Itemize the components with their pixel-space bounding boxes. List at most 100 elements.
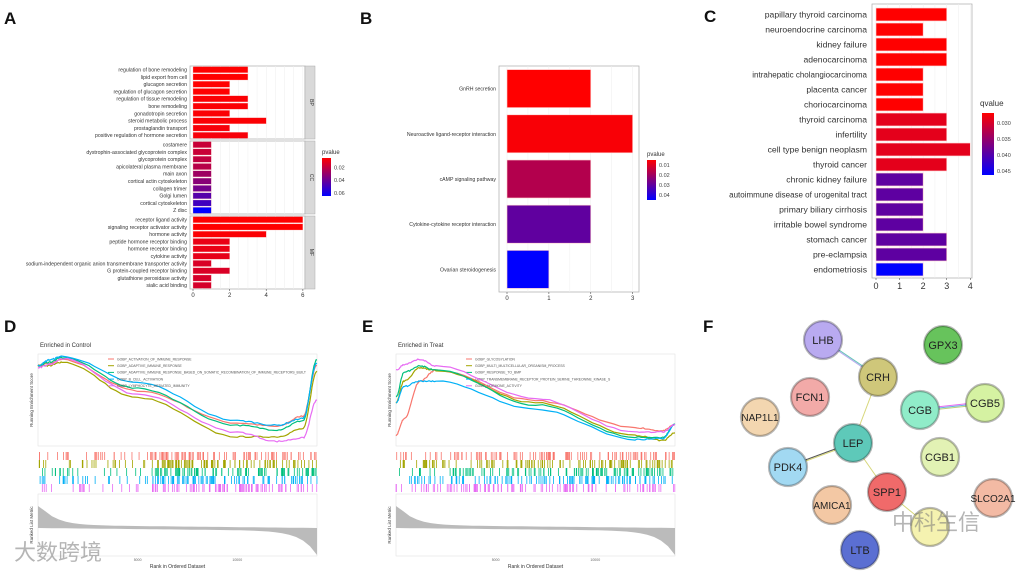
metric-area-positive — [38, 506, 317, 528]
metric-area-positive — [396, 506, 675, 528]
legend-tick-label: 0.035 — [997, 137, 1011, 143]
facet-strip-label: BP — [308, 99, 314, 106]
bar — [192, 252, 230, 260]
network-node — [919, 436, 961, 478]
category-label: thyroid cancer — [813, 160, 867, 170]
legend-label: GOBP_TRANSMEMBRANE_RECEPTOR_PROTEIN_SERI… — [475, 377, 611, 381]
es-curve — [37, 356, 318, 432]
bar — [875, 112, 948, 127]
plot-title: Enriched in Control — [40, 343, 91, 349]
legend-title: pvalue — [647, 152, 665, 158]
category-label: regulation of bone remodeling — [118, 67, 187, 73]
category-label: thyroid carcinoma — [799, 115, 867, 125]
legend-label: GOBP_ACTIVATION_OF_IMMUNE_RESPONSE — [117, 357, 192, 361]
category-label: positive regulation of hormone secretion — [95, 133, 187, 139]
category-label: collagen trimer — [153, 186, 187, 192]
bar — [192, 73, 249, 81]
bar — [875, 232, 948, 247]
bar — [192, 274, 212, 282]
legend-label: GOBP_GLYCOSYLATION — [475, 357, 515, 361]
category-label: intrahepatic cholangiocarcinoma — [752, 71, 867, 80]
network-node — [964, 382, 1006, 424]
panel-label-e: E — [362, 317, 373, 336]
legend-tick-label: 0.02 — [659, 173, 670, 179]
legend-label: GOBP_RESPONSE_TO_BMP — [475, 371, 522, 375]
x-axis-label: Rank in Ordered Dataset — [150, 564, 206, 570]
es-curve — [37, 355, 318, 427]
bar — [875, 52, 948, 67]
network-node-label: LTB — [850, 545, 869, 557]
x-tick-label: 2 — [921, 281, 926, 291]
x-tick-label: 5000 — [492, 558, 500, 562]
es-curve — [395, 364, 676, 439]
ppi-network: LHB GPX3 CRH FCN1 CGB5 CGB NAP1L1 LEP CGB1 PDK4 SP… — [739, 319, 1016, 571]
bar — [192, 207, 212, 214]
network-node-label: NAP1L1 — [741, 413, 779, 424]
bar — [192, 260, 212, 267]
category-label: regulation of glucagon secretion — [113, 89, 187, 95]
category-label: Cytokine-cytokine receptor interaction — [409, 222, 496, 228]
category-label: glucagon secretion — [143, 82, 187, 88]
network-node-label: AMICA1 — [813, 501, 851, 512]
bar — [875, 247, 948, 262]
bar — [875, 142, 971, 157]
x-tick-label: 3 — [631, 296, 635, 302]
es-curve — [395, 358, 676, 434]
network-node — [789, 376, 831, 418]
legend-tick-label: 0.02 — [334, 166, 345, 172]
network-node-label: LHB — [812, 335, 833, 347]
x-tick-label: 4 — [968, 281, 973, 291]
category-label: hormone receptor binding — [128, 247, 187, 253]
category-label: primary biliary cirrhosis — [779, 205, 867, 215]
bar — [506, 69, 592, 108]
category-label: sodium-independent organic anion transme… — [26, 261, 188, 267]
legend-tick-label: 0.030 — [997, 121, 1011, 127]
category-label: pre-eclampsia — [813, 250, 867, 260]
metric-area-negative — [396, 528, 675, 555]
bar — [192, 216, 303, 223]
bar — [192, 81, 230, 88]
es-curve — [395, 380, 676, 441]
x-tick-label: 6 — [301, 293, 305, 299]
category-label: sialic acid binding — [146, 283, 187, 289]
category-label: signaling receptor activator activity — [108, 225, 188, 231]
category-label: G protein-coupled receptor binding — [107, 269, 187, 275]
category-label: Ovarian steroidogenesis — [440, 267, 496, 273]
network-node — [972, 477, 1014, 519]
bar — [192, 156, 212, 163]
x-tick-label: 0 — [191, 293, 195, 299]
network-node — [767, 446, 809, 488]
network-node — [811, 484, 853, 526]
category-label: Z disc — [173, 208, 187, 214]
category-label: placenta cancer — [806, 85, 867, 95]
panel-label-f: F — [703, 317, 713, 336]
legend-colorbar — [322, 158, 331, 196]
legend-colorbar — [647, 160, 656, 200]
bar — [875, 67, 924, 82]
legend-tick-label: 0.06 — [334, 191, 345, 197]
category-label: prostaglandin transport — [134, 126, 188, 132]
legend-title: pvalue — [322, 150, 340, 156]
es-curve — [37, 361, 318, 439]
gsea-plot-control: Enriched in Control Running Enrichment Sc… — [29, 343, 318, 570]
panel-label-d: D — [4, 317, 16, 336]
category-label: glycoprotein complex — [138, 157, 187, 163]
category-label: stomach cancer — [806, 235, 867, 245]
legend-tick-label: 0.04 — [334, 178, 345, 184]
network-node-label: FCN1 — [796, 392, 825, 404]
x-tick-label: 10000 — [590, 558, 600, 562]
x-tick-label: 1 — [897, 281, 902, 291]
legend-label: GOBP_B_CELL_ACTIVATION — [117, 377, 164, 381]
y-axis-label-metric: Ranked List Metric — [387, 506, 392, 544]
legend-label: GOBP_ADAPTIVE_IMMUNE_RESPONSE — [117, 364, 183, 368]
bar — [875, 7, 948, 22]
panel-label-a: A — [4, 9, 16, 28]
go-enrichment-barplot: BP regulation of bone remodeling lipid exp… — [26, 65, 345, 299]
gsea-plot-treat: Enriched in Treat Running Enrichment Scor… — [387, 343, 676, 570]
legend-tick-label: 0.03 — [659, 183, 670, 189]
bar — [192, 163, 212, 170]
bar — [875, 262, 924, 277]
category-label: neuroendocrine carcinoma — [765, 25, 867, 35]
bar — [192, 223, 303, 231]
